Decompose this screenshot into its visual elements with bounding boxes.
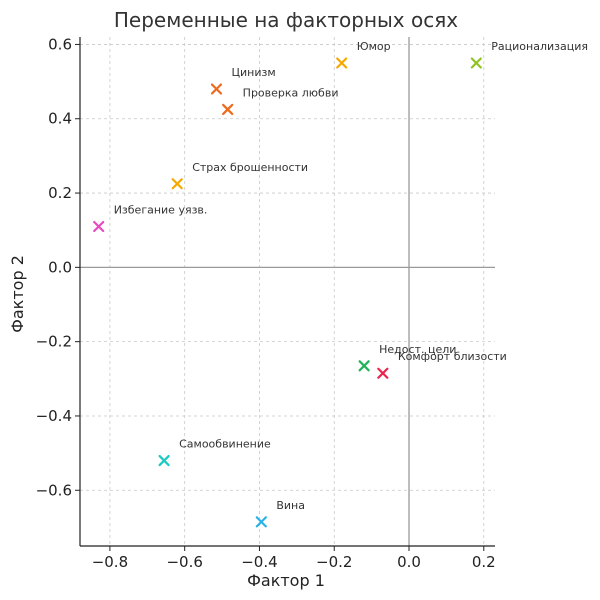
point-marker-stroke (255, 516, 267, 528)
y-tick-label: −0.2 (36, 333, 72, 351)
data-point (93, 220, 105, 233)
data-point (358, 360, 370, 372)
point-marker-stroke (377, 367, 389, 379)
y-tick-label: 0.4 (48, 110, 72, 128)
point-label: Юмор (357, 40, 391, 53)
point-label: Комфорт близости (398, 350, 507, 363)
point-label: Недост. цели (379, 343, 456, 356)
point-label: Страх брошенности (192, 161, 308, 174)
data-point (470, 57, 482, 69)
y-tick-label: −0.4 (36, 407, 72, 425)
grid-layer (80, 37, 495, 546)
x-axis-label: Фактор 1 (247, 571, 325, 590)
point-label: Вина (276, 499, 305, 512)
x-tick-label: −0.4 (241, 553, 277, 571)
point-marker-stroke (358, 360, 370, 372)
zero-lines (80, 37, 495, 546)
x-tick-label: −0.6 (166, 553, 202, 571)
chart-title: Переменные на факторных осях (114, 8, 458, 32)
point-label: Цинизм (231, 66, 275, 79)
y-tick-label: −0.6 (36, 481, 72, 499)
point-marker-stroke (336, 57, 348, 69)
point-marker-stroke (171, 178, 183, 190)
data-point (210, 83, 223, 95)
y-tick-label: 0.6 (48, 35, 72, 53)
data-point (377, 367, 389, 379)
data-point (336, 57, 348, 69)
y-tick-label: 0.0 (48, 258, 72, 276)
x-tick-label: 0.0 (397, 553, 421, 571)
x-tick-label: −0.8 (92, 553, 128, 571)
point-label: Рационализация (491, 40, 588, 53)
x-tick-label: 0.2 (472, 553, 496, 571)
point-marker-stroke (158, 454, 170, 467)
data-point (222, 103, 234, 116)
point-label: Проверка любви (243, 86, 339, 99)
point-marker-stroke (93, 220, 105, 233)
point-label: Самообвинение (179, 438, 271, 451)
point-marker-stroke (222, 103, 234, 116)
y-tick-label: 0.2 (48, 184, 72, 202)
data-point (158, 454, 170, 467)
y-axis-label: Фактор 2 (8, 255, 27, 333)
point-marker-stroke (470, 57, 482, 69)
x-tick-label: −0.2 (316, 553, 352, 571)
data-point (171, 178, 183, 190)
axes: −0.8 −0.6 −0.4 −0.2 0.0 0.2 −0.6 −0.4 −0.2 0.0 0.2… (36, 35, 496, 571)
points-layer: Юмор Рационализация Цинизм Проверка любви Ст… (93, 40, 588, 528)
data-point (255, 516, 267, 528)
point-marker-stroke (210, 83, 223, 95)
point-label: Избегание уязв. (114, 203, 208, 216)
